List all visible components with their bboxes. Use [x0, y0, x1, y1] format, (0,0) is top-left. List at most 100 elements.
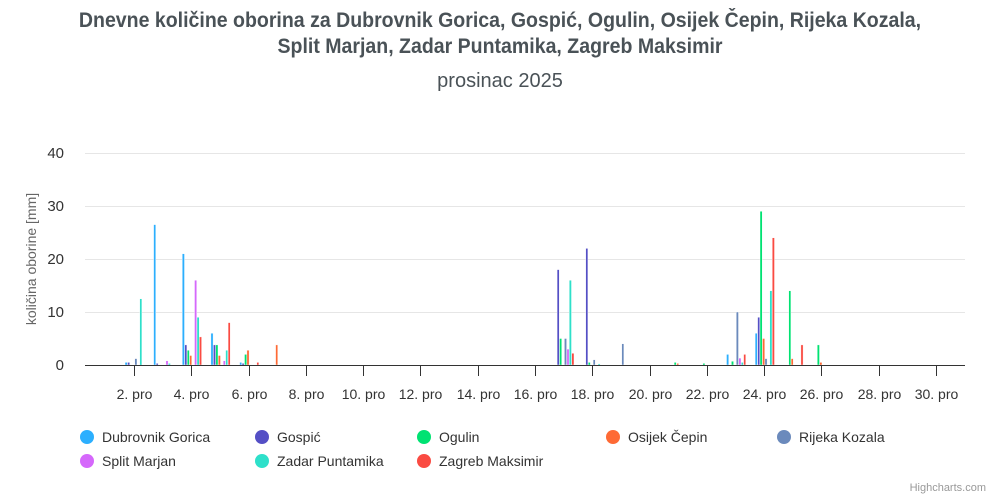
- column-bar[interactable]: [215, 344, 219, 366]
- column-bar[interactable]: [772, 237, 775, 366]
- legend-item[interactable]: Zadar Puntamika: [255, 453, 384, 469]
- column-bar[interactable]: [731, 361, 734, 366]
- x-tick-label: 6. pro: [232, 386, 268, 402]
- legend-item[interactable]: Osijek Čepin: [606, 429, 707, 445]
- column-bar[interactable]: [817, 344, 820, 366]
- column-bar[interactable]: [764, 358, 768, 366]
- column-bar[interactable]: [199, 336, 202, 366]
- column-bar[interactable]: [759, 211, 763, 366]
- column-bar[interactable]: [239, 362, 243, 366]
- legend-item[interactable]: Dubrovnik Gorica: [80, 429, 210, 445]
- column-bar[interactable]: [800, 344, 804, 366]
- column-bar[interactable]: [621, 343, 625, 366]
- column-bar[interactable]: [168, 363, 171, 366]
- legend-label: Zagreb Maksimir: [439, 453, 544, 469]
- legend-label: Osijek Čepin: [628, 429, 708, 445]
- column-bar[interactable]: [127, 362, 130, 366]
- column-bar[interactable]: [213, 344, 216, 366]
- column-bar[interactable]: [218, 355, 221, 366]
- x-tick-label: 26. pro: [800, 386, 844, 402]
- column-bar[interactable]: [275, 344, 279, 366]
- column-bar[interactable]: [819, 362, 823, 366]
- column-bar[interactable]: [155, 363, 159, 366]
- column-bar[interactable]: [256, 362, 260, 366]
- column-bar[interactable]: [196, 317, 200, 366]
- y-tick-label: 0: [56, 357, 64, 374]
- legend-item[interactable]: Rijeka Kozala: [777, 429, 885, 445]
- column-bar[interactable]: [189, 355, 193, 366]
- column-bar[interactable]: [134, 358, 138, 366]
- x-tick-label: 28. pro: [858, 386, 902, 402]
- column-bar[interactable]: [676, 363, 679, 366]
- legend-symbol-icon: [606, 430, 620, 444]
- legend-label: Rijeka Kozala: [799, 429, 885, 445]
- legend-symbol-icon: [255, 430, 269, 444]
- column-bar[interactable]: [738, 357, 742, 366]
- column-bar[interactable]: [592, 359, 596, 366]
- column-bar[interactable]: [559, 338, 562, 366]
- legend-symbol-icon: [417, 430, 431, 444]
- column-bar[interactable]: [225, 350, 229, 366]
- column-bar[interactable]: [597, 363, 601, 366]
- y-tick-label: 20: [47, 251, 64, 268]
- column-series[interactable]: [124, 211, 823, 366]
- y-tick-label: 40: [47, 145, 64, 162]
- column-bar[interactable]: [556, 269, 560, 366]
- column-bar[interactable]: [741, 362, 744, 366]
- y-tick-label: 30: [47, 198, 64, 215]
- column-bar[interactable]: [222, 360, 226, 366]
- column-bar[interactable]: [246, 350, 250, 366]
- x-tick-label: 22. pro: [686, 386, 730, 402]
- legend-symbol-icon: [80, 454, 94, 468]
- column-bar[interactable]: [227, 322, 231, 366]
- column-bar[interactable]: [585, 248, 589, 366]
- column-bar[interactable]: [571, 353, 575, 366]
- column-bar[interactable]: [757, 317, 760, 366]
- column-bar[interactable]: [673, 362, 677, 366]
- column-bar[interactable]: [588, 362, 591, 366]
- legend-symbol-icon: [417, 454, 431, 468]
- column-bar[interactable]: [182, 253, 185, 366]
- column-bar[interactable]: [153, 224, 157, 366]
- x-axis-ticks: 2. pro 4. pro 6. pro 8. pro 10. pro 12. pro 14…: [117, 366, 959, 402]
- column-bar[interactable]: [569, 280, 572, 366]
- legend-label: Zadar Puntamika: [277, 453, 384, 469]
- highcharts-credits-link[interactable]: Highcharts.com: [909, 482, 986, 494]
- column-bar[interactable]: [124, 362, 128, 366]
- legend-item[interactable]: Zagreb Maksimir: [417, 453, 543, 469]
- x-tick-label: 16. pro: [514, 386, 558, 402]
- column-bar[interactable]: [184, 344, 188, 366]
- column-bar[interactable]: [210, 333, 214, 366]
- y-gridlines: [85, 153, 965, 313]
- column-bar[interactable]: [702, 363, 706, 366]
- column-bar[interactable]: [566, 348, 570, 366]
- column-bar[interactable]: [736, 311, 739, 366]
- column-bar[interactable]: [790, 358, 794, 366]
- column-bar[interactable]: [788, 290, 792, 366]
- column-bar[interactable]: [186, 350, 190, 366]
- legend-label: Split Marjan: [102, 453, 176, 469]
- legend-item[interactable]: Ogulin: [417, 429, 479, 445]
- column-bar[interactable]: [564, 338, 567, 366]
- column-bar[interactable]: [743, 354, 746, 366]
- y-tick-label: 10: [47, 304, 64, 321]
- chart-title: Dnevne količine oborina za Dubrovnik Gor…: [35, 8, 965, 60]
- column-bar[interactable]: [194, 280, 197, 366]
- column-bar[interactable]: [244, 354, 247, 366]
- x-tick-label: 18. pro: [571, 386, 615, 402]
- column-bar[interactable]: [241, 363, 245, 366]
- x-tick-label: 14. pro: [457, 386, 501, 402]
- column-bar[interactable]: [754, 333, 758, 366]
- chart-title-line-2: Split Marjan, Zadar Puntamika, Zagreb Ma…: [277, 35, 723, 58]
- column-bar[interactable]: [165, 360, 169, 366]
- chart-title-line-1: Dnevne količine oborina za Dubrovnik Gor…: [78, 9, 922, 32]
- column-bar[interactable]: [769, 290, 773, 366]
- legend-symbol-icon: [255, 454, 269, 468]
- column-bar[interactable]: [139, 298, 143, 366]
- legend-item[interactable]: Gospić: [255, 429, 321, 445]
- column-bar[interactable]: [762, 338, 765, 366]
- x-tick-label: 24. pro: [743, 386, 787, 402]
- column-bar[interactable]: [726, 354, 729, 366]
- legend-item[interactable]: Split Marjan: [80, 453, 176, 469]
